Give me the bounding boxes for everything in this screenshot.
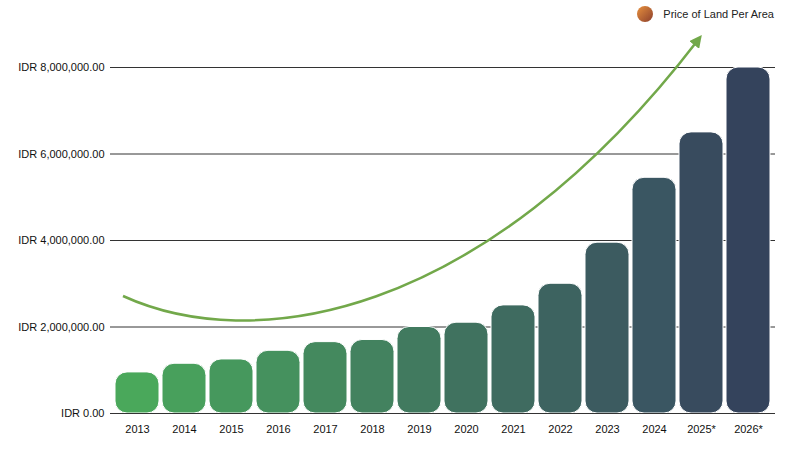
html-text:Price of Land Per Area: Price of Land Per Area [663,8,774,20]
svg-text:2024: 2024 [642,423,666,435]
svg-text:2023: 2023 [595,423,619,435]
svg-text:2015: 2015 [219,423,243,435]
svg-text:2017: 2017 [313,423,337,435]
svg-text:2019: 2019 [407,423,431,435]
svg-text:2016: 2016 [266,423,290,435]
svg-text:2013: 2013 [125,423,149,435]
svg-text:IDR 0.00: IDR 0.00 [61,407,104,419]
svg-text:2014: 2014 [172,423,196,435]
svg-text:2026*: 2026* [734,423,763,435]
svg-text:2021: 2021 [501,423,525,435]
svg-text:2020: 2020 [454,423,478,435]
svg-text:2022: 2022 [548,423,572,435]
svg-text:IDR 6,000,000.00: IDR 6,000,000.00 [18,148,104,160]
svg-text:IDR 8,000,000.00: IDR 8,000,000.00 [18,61,104,73]
svg-text:IDR 2,000,000.00: IDR 2,000,000.00 [18,321,104,333]
svg-text:IDR 4,000,000.00: IDR 4,000,000.00 [18,234,104,246]
svg-text:2018: 2018 [360,423,384,435]
svg-text:2025*: 2025* [687,423,716,435]
